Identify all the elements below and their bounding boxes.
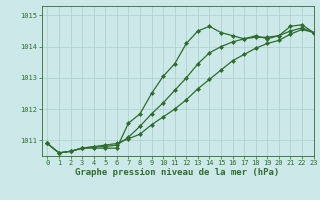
X-axis label: Graphe pression niveau de la mer (hPa): Graphe pression niveau de la mer (hPa) — [76, 168, 280, 177]
